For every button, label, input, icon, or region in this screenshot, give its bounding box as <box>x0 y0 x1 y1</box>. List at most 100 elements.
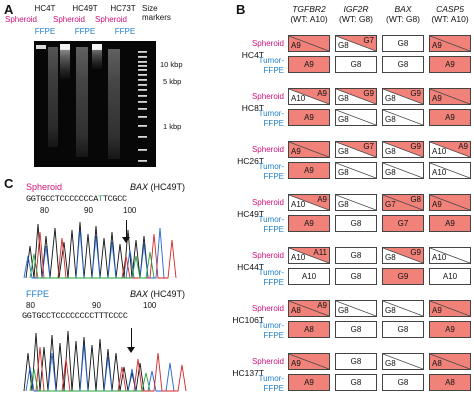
split-triangle <box>430 163 470 178</box>
split-triangle <box>289 142 329 157</box>
allele-label: G8 <box>350 325 362 334</box>
genotype-cell: A9 <box>288 35 330 52</box>
allele-label-lower: A10 <box>291 200 306 209</box>
genotype-cell: G8 <box>382 321 424 338</box>
genotype-cell: G8 <box>335 56 377 73</box>
allele-label: G8 <box>397 39 409 48</box>
genotype-cell: G8 <box>335 215 377 232</box>
trace-bottom-num-100: 100 <box>143 301 157 310</box>
genotype-cell: G9 <box>382 268 424 285</box>
genotype-cell: A10 <box>429 247 471 264</box>
genotype-cell: G8 <box>382 162 424 179</box>
genotype-cell: G8 <box>335 162 377 179</box>
split-triangle <box>383 301 423 316</box>
row-label-spheroid: Spheroid <box>251 357 284 366</box>
trace-bottom-sequence: GGTGCCTCCCCCCCCTTTCCCC <box>22 311 128 321</box>
split-triangle <box>336 301 376 316</box>
allele-label-lower: G8 <box>385 306 396 315</box>
lane-prep-spheroid-3: Spheroid <box>94 15 128 24</box>
allele-label-lower: G7 <box>385 200 396 209</box>
lane-sample-2: HC49T <box>72 4 98 13</box>
trace-top-sequence: GGTGCCTCCCCCCCATTCGCC <box>26 194 127 204</box>
allele-label-lower: A8 <box>432 359 442 368</box>
allele-label-upper: A11 <box>313 248 327 257</box>
genotype-cell: A9 <box>429 35 471 52</box>
lane-sample-3: HC73T <box>110 4 136 13</box>
allele-label-lower: G8 <box>385 359 396 368</box>
genotype-cell: A9 <box>429 194 471 211</box>
split-triangle <box>430 354 470 369</box>
split-triangle <box>383 89 423 104</box>
genotype-cell: G8 <box>335 374 377 391</box>
genotype-cell: A8 <box>288 321 330 338</box>
genotype-cell: A10 A9 <box>288 194 330 211</box>
allele-label-lower: G8 <box>385 147 396 156</box>
allele-label-upper: G9 <box>410 248 421 257</box>
genotype-cell: A8 <box>429 353 471 370</box>
allele-label-upper: A9 <box>317 89 327 98</box>
allele-label-lower: A10 <box>291 253 306 262</box>
allele-label: G8 <box>350 219 362 228</box>
gene-header-bax: BAX (WT: G8) <box>378 4 428 24</box>
row-label-ffpe: FFPE <box>263 331 284 340</box>
split-triangle <box>289 195 329 210</box>
genotype-cell: G8 <box>335 247 377 264</box>
genotype-cell: A9 <box>288 162 330 179</box>
split-triangle <box>289 36 329 51</box>
split-triangle <box>336 142 376 157</box>
genotype-cell: G8 <box>382 374 424 391</box>
gene-wildtype: (WT: G8) <box>386 14 420 24</box>
gel-lanes-graphic <box>36 44 147 162</box>
allele-label: G8 <box>350 272 362 281</box>
genotype-cell: G8 G9 <box>335 88 377 105</box>
size-markers-label: Size markers <box>142 4 171 22</box>
genotype-cell: A8 <box>429 374 471 391</box>
allele-label: G8 <box>350 251 362 260</box>
genotype-cell: G7 <box>382 215 424 232</box>
allele-label-lower: G8 <box>338 41 349 50</box>
gene-wildtype: (WT: A10) <box>431 14 469 24</box>
allele-label-lower: G8 <box>385 115 396 124</box>
allele-label-lower: A9 <box>432 94 442 103</box>
allele-label: G9 <box>397 272 409 281</box>
allele-label-lower: A9 <box>291 359 301 368</box>
trace-top-gene: BAX <box>130 182 149 192</box>
genotype-cell: G7 G8 <box>382 194 424 211</box>
allele-label: A9 <box>304 113 314 122</box>
sample-label-hc49t: HC49T <box>237 209 264 219</box>
row-label-spheroid: Spheroid <box>251 304 284 313</box>
split-triangle <box>289 248 329 263</box>
allele-label-lower: G8 <box>338 115 349 124</box>
allele-label: G8 <box>350 357 362 366</box>
ladder-5kbp: 5 kbp <box>163 77 182 86</box>
split-triangle <box>289 89 329 104</box>
gene-name: TGFBR2 <box>292 4 326 14</box>
allele-label: A9 <box>445 60 455 69</box>
trace-bottom-num-80: 80 <box>26 301 35 310</box>
allele-label-lower: G8 <box>338 94 349 103</box>
lane-prep-ffpe-1: FFPE <box>34 27 56 36</box>
genotype-cell: G8 <box>382 35 424 52</box>
lane-prep-ffpe-3: FFPE <box>114 27 136 36</box>
row-label-ffpe: FFPE <box>263 278 284 287</box>
trace-bottom-gene-label: BAX (HC49T) <box>130 289 185 299</box>
genotype-cell: G8 <box>382 353 424 370</box>
genotype-cell: G8 G7 <box>335 141 377 158</box>
allele-label: A9 <box>445 219 455 228</box>
allele-label-lower: G8 <box>338 200 349 209</box>
lane-sample-1: HC4T <box>34 4 56 13</box>
genotype-cell: G8 G9 <box>382 247 424 264</box>
genotype-cell: G8 <box>382 300 424 317</box>
genotype-cell: A10 <box>429 268 471 285</box>
row-label-spheroid: Spheroid <box>251 39 284 48</box>
row-label-tumor: Tumor- <box>258 56 284 65</box>
allele-label-lower: A9 <box>291 41 301 50</box>
row-label-tumor: Tumor- <box>258 215 284 224</box>
allele-label-upper: A9 <box>317 301 327 310</box>
panel-a-letter: A <box>4 2 14 17</box>
row-label-ffpe: FFPE <box>263 384 284 393</box>
allele-label: G8 <box>397 60 409 69</box>
row-label-ffpe: FFPE <box>263 119 284 128</box>
split-triangle <box>383 110 423 125</box>
split-triangle <box>336 163 376 178</box>
